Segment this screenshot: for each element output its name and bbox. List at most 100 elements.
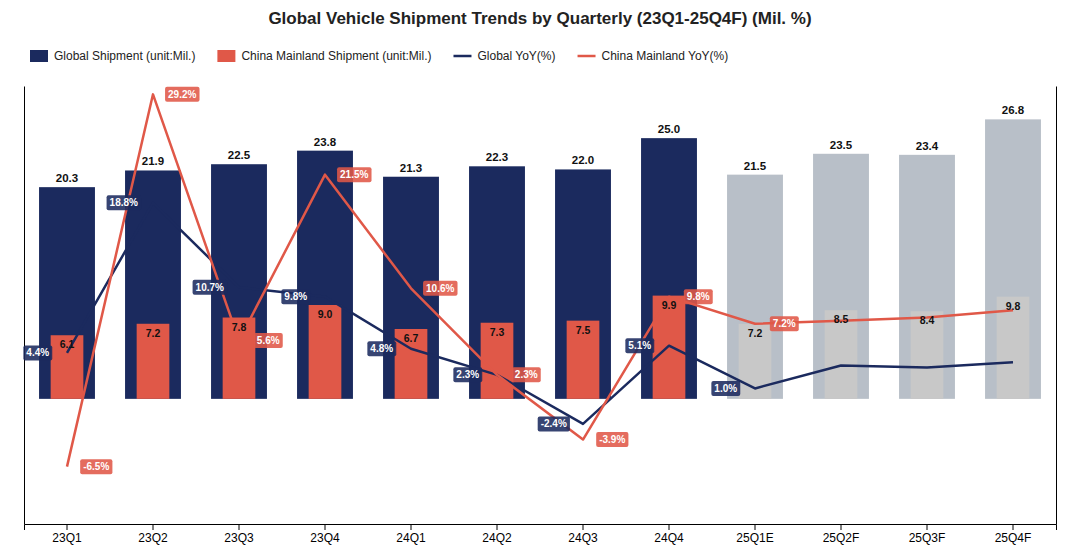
yoy-label: 5.1% (625, 338, 654, 353)
yoy-label-text: 4.8% (370, 343, 393, 354)
bar (395, 329, 428, 399)
bar-label: 7.2 (748, 327, 763, 339)
x-tick: 23Q2 (138, 524, 168, 545)
bar (727, 175, 783, 399)
yoy-label-box (80, 459, 112, 474)
bar-label: 23.4 (916, 140, 939, 152)
legend-label: China Mainland YoY(%) (602, 49, 729, 63)
yoy-label: 10.6% (423, 281, 457, 296)
bar (51, 335, 84, 399)
x-tick-mark (669, 524, 670, 530)
bar-label: 22.0 (572, 154, 594, 166)
bar-label: 21.3 (400, 162, 422, 174)
yoy-label-text: 7.2% (773, 318, 796, 329)
yoy-label-box (453, 367, 482, 382)
yoy-label-box (711, 381, 740, 396)
yoy-label-text: 2.3% (456, 369, 479, 380)
yoy-label: 21.5% (337, 167, 371, 182)
bar-label: 7.2 (146, 327, 161, 339)
yoy-label-box (423, 281, 457, 296)
yoy-label-box (367, 341, 396, 356)
yoy-label-text: 9.8% (687, 291, 710, 302)
bar (555, 169, 611, 398)
legend-swatch (578, 55, 596, 58)
legend: Global Shipment (unit:Mil.) China Mainlan… (30, 49, 728, 63)
bar-label: 7.5 (576, 324, 591, 336)
bar (309, 305, 342, 399)
legend-item: China Mainland Shipment (unit:Mil.) (217, 49, 431, 63)
yoy-label: 18.8% (107, 195, 141, 210)
yoy-label-box (281, 289, 310, 304)
line (67, 203, 1013, 424)
x-tick-label: 23Q1 (52, 531, 82, 545)
bar-label: 25.0 (658, 123, 680, 135)
chart: 23Q123Q223Q323Q424Q124Q224Q324Q425Q1E25Q… (0, 0, 1080, 556)
x-tick-mark (239, 524, 240, 530)
yoy-label: 2.3% (512, 367, 541, 382)
legend-label: China Mainland Shipment (unit:Mil.) (241, 49, 431, 63)
bar-series (51, 296, 1030, 399)
x-tick: 24Q2 (482, 524, 512, 545)
bar (223, 318, 256, 399)
yoy-label: 4.8% (367, 341, 396, 356)
legend-swatch (453, 55, 471, 58)
yoy-label-text: -6.5% (83, 461, 109, 472)
bar (567, 321, 600, 399)
yoy-label-text: 5.6% (257, 335, 280, 346)
plot-area: 23Q123Q223Q323Q424Q124Q224Q324Q425Q1E25Q… (23, 87, 1056, 545)
bar-label: 6.7 (404, 332, 419, 344)
x-tick: 25Q3F (909, 524, 946, 545)
bar-label: 7.3 (490, 326, 505, 338)
yoy-label-box (193, 280, 227, 295)
yoy-label-box (23, 345, 52, 360)
legend-item: Global YoY(%) (453, 49, 555, 63)
x-tick-label: 23Q3 (224, 531, 254, 545)
x-tick: 24Q1 (396, 524, 426, 545)
x-tick-mark (67, 524, 68, 530)
bar (137, 324, 170, 399)
legend-item: China Mainland YoY(%) (578, 49, 729, 63)
yoy-label-box (625, 338, 654, 353)
y2-axis (1056, 87, 1057, 525)
bar (481, 323, 514, 399)
x-tick-label: 24Q4 (654, 531, 684, 545)
bar (911, 311, 944, 399)
yoy-label-text: -2.4% (541, 418, 567, 429)
yoy-label-box (254, 333, 283, 348)
y-axis (24, 87, 25, 525)
marks (39, 94, 1041, 466)
yoy-label-text: 18.8% (110, 197, 138, 208)
yoy-label-text: 10.7% (196, 282, 224, 293)
bar (825, 310, 858, 399)
yoy-label-text: 2.3% (515, 369, 538, 380)
x-tick-mark (583, 524, 584, 530)
yoy-label-text: 21.5% (340, 169, 368, 180)
bar-label: 22.3 (486, 151, 508, 163)
yoy-label: -2.4% (538, 416, 570, 431)
x-tick-mark (927, 524, 928, 530)
bar-label: 22.5 (228, 149, 251, 161)
bar-label: 21.9 (142, 155, 164, 167)
x-tick-mark (841, 524, 842, 530)
labels: 20.321.922.523.821.322.322.025.021.523.5… (23, 87, 1024, 474)
yoy-label: -3.9% (596, 432, 628, 447)
yoy-label-text: 1.0% (714, 383, 737, 394)
x-tick: 23Q3 (224, 524, 254, 545)
x-tick-label: 25Q2F (823, 531, 860, 545)
bar-label: 7.8 (232, 321, 247, 333)
yoy-label-box (538, 416, 570, 431)
x-tick-mark (153, 524, 154, 530)
x-tick: 25Q1E (736, 524, 773, 545)
x-tick-mark (325, 524, 326, 530)
bar-label: 26.8 (1002, 104, 1025, 116)
yoy-label: 9.8% (281, 289, 310, 304)
x-tick: 25Q2F (823, 524, 860, 545)
legend-swatch (217, 50, 235, 62)
legend-item: Global Shipment (unit:Mil.) (30, 49, 195, 63)
bar (899, 155, 955, 399)
legend-label: Global Shipment (unit:Mil.) (54, 49, 195, 63)
bar (39, 187, 95, 399)
yoy-label: -6.5% (80, 459, 112, 474)
yoy-label-text: 29.2% (168, 89, 196, 100)
title: Global Vehicle Shipment Trends by Quarte… (268, 9, 811, 28)
